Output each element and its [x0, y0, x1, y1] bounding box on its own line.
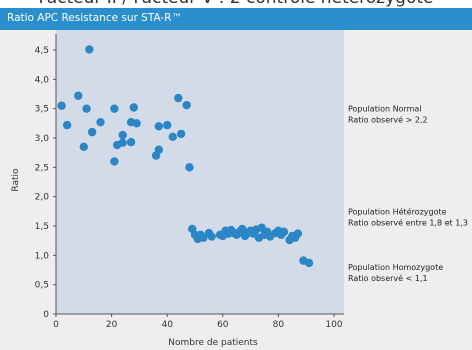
- data-point: [154, 122, 164, 131]
- data-points: [57, 45, 314, 268]
- y-tick-label: 2,5: [35, 163, 49, 173]
- data-point: [199, 233, 208, 242]
- data-point: [96, 117, 105, 127]
- data-point: [132, 119, 141, 128]
- x-tick-label: 40: [161, 320, 173, 330]
- legend-homozygote-line-2: Ratio observé < 1,1: [348, 273, 428, 283]
- y-tick-label: 0,5: [35, 281, 49, 291]
- data-point: [207, 232, 216, 241]
- y-tick-label: 3,0: [35, 134, 50, 144]
- x-tick-label: 60: [217, 320, 229, 330]
- chart-title: Ratio APC Resistance sur STA-R™: [7, 12, 182, 24]
- data-point: [293, 229, 303, 238]
- top-caption: Facteur II / Facteur V : 2 contrôle hété…: [0, 0, 472, 8]
- legend-normal-line-2: Ratio observé > 2,2: [348, 115, 428, 125]
- y-tick-label: 1,0: [35, 251, 50, 261]
- data-point: [110, 104, 119, 113]
- data-point: [279, 227, 289, 237]
- x-tick-label: 0: [53, 320, 59, 330]
- data-point: [304, 258, 314, 268]
- data-point: [62, 120, 72, 130]
- x-axis-title: Nombre de patients: [168, 338, 258, 348]
- legend-heterozygote-line-1: Population Hétérozygote: [348, 206, 447, 216]
- data-point: [129, 103, 139, 112]
- y-axis-title: Ratio: [11, 168, 21, 192]
- x-tick-label: 100: [325, 320, 342, 330]
- y-tick-label: 4,0: [35, 75, 50, 85]
- data-point: [163, 120, 172, 130]
- legend-homozygote-line-1: Population Homozygote: [348, 263, 443, 272]
- x-tick-label: 20: [106, 320, 118, 330]
- y-tick-label: 2,0: [35, 193, 50, 203]
- data-point: [185, 163, 194, 172]
- plot-background: [56, 30, 344, 314]
- data-point: [126, 137, 136, 147]
- data-point: [87, 127, 97, 137]
- legend-normal-line-1: Population Normal: [348, 105, 422, 114]
- chart-area: 0 0,5 1,0 1,5 2,0 2,5 3,0 3,5 4,0 4,5 0 20 40 60 80 10…: [0, 30, 472, 350]
- y-axis-ticks: 0 0,5 1,0 1,5 2,0 2,5 3,0 3,5 4,0 4,5: [35, 46, 56, 320]
- data-point: [85, 45, 94, 54]
- data-point: [57, 101, 66, 110]
- data-point: [79, 142, 89, 151]
- data-point: [154, 145, 164, 154]
- legend-heterozygote-line-2: Ratio observé entre 1,8 et 1,3: [348, 217, 468, 227]
- data-point: [74, 91, 83, 100]
- y-tick-label: 0: [43, 310, 49, 320]
- y-tick-label: 1,5: [35, 222, 49, 232]
- x-axis-ticks: 0 20 40 60 80 100: [53, 314, 343, 330]
- data-point: [82, 104, 91, 113]
- data-point: [110, 157, 119, 166]
- data-point: [174, 93, 183, 103]
- chart-header-bar: Ratio APC Resistance sur STA-R™: [0, 8, 472, 30]
- data-point: [182, 100, 191, 110]
- data-point: [118, 130, 127, 140]
- y-tick-label: 3,5: [35, 105, 49, 115]
- scatter-chart: 0 0,5 1,0 1,5 2,0 2,5 3,0 3,5 4,0 4,5 0 20 40 60 80 10…: [11, 30, 468, 348]
- data-point: [176, 129, 186, 139]
- x-tick-label: 80: [273, 320, 285, 330]
- y-tick-label: 4,5: [35, 46, 49, 56]
- data-point: [168, 132, 177, 142]
- data-point: [118, 138, 127, 147]
